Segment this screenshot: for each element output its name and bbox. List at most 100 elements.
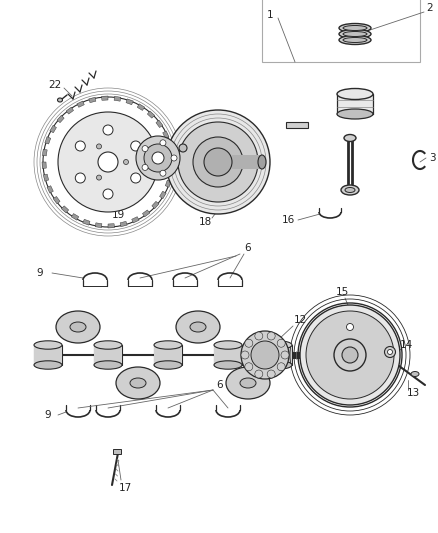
Polygon shape [43,174,49,181]
Polygon shape [61,206,69,213]
Ellipse shape [214,361,242,369]
Ellipse shape [226,367,270,399]
Text: 15: 15 [336,287,349,297]
Circle shape [171,155,177,161]
Circle shape [255,370,263,378]
Ellipse shape [337,109,373,119]
Circle shape [103,125,113,135]
Polygon shape [53,197,60,204]
Bar [337,94,373,114]
Polygon shape [169,168,174,175]
Text: 18: 18 [198,217,212,227]
Ellipse shape [264,361,292,369]
Ellipse shape [343,31,367,36]
Text: 3: 3 [429,153,435,163]
Polygon shape [102,96,108,100]
Text: 19: 19 [111,210,125,220]
Circle shape [103,189,113,199]
Ellipse shape [258,155,266,169]
Circle shape [193,137,243,187]
Ellipse shape [343,26,367,30]
Polygon shape [120,221,127,227]
Ellipse shape [341,185,359,195]
Ellipse shape [34,361,62,369]
Bar [264,345,292,365]
Polygon shape [165,180,171,187]
Circle shape [142,164,148,171]
Polygon shape [57,115,64,123]
Text: 17: 17 [118,483,132,493]
Ellipse shape [339,23,371,33]
Circle shape [136,136,180,180]
Ellipse shape [56,311,100,343]
Text: 16: 16 [281,215,295,225]
Polygon shape [137,104,145,110]
Circle shape [58,112,158,212]
Circle shape [306,311,394,399]
Ellipse shape [345,188,355,192]
Circle shape [241,351,249,359]
Polygon shape [89,97,96,103]
Polygon shape [167,143,173,150]
Circle shape [124,159,128,165]
Ellipse shape [337,88,373,100]
Circle shape [334,339,366,371]
Circle shape [281,351,289,359]
Text: 1: 1 [267,10,273,20]
Ellipse shape [264,341,292,349]
Circle shape [245,363,253,371]
Polygon shape [95,223,102,228]
Circle shape [166,110,270,214]
Polygon shape [159,191,166,199]
Polygon shape [108,224,114,228]
Ellipse shape [34,341,62,349]
Polygon shape [114,96,121,101]
Polygon shape [170,156,174,162]
Ellipse shape [154,361,182,369]
Polygon shape [152,201,159,208]
Ellipse shape [411,372,419,376]
Bar [262,0,420,62]
Polygon shape [50,125,57,133]
Ellipse shape [214,341,242,349]
Text: 9: 9 [45,410,51,420]
Text: 13: 13 [406,388,420,398]
Circle shape [152,152,164,164]
Polygon shape [142,210,150,217]
Circle shape [96,144,102,149]
Text: 22: 22 [48,80,62,90]
Polygon shape [126,99,133,104]
Ellipse shape [190,322,206,332]
Polygon shape [42,149,47,156]
Circle shape [267,332,275,340]
Circle shape [346,324,353,330]
Circle shape [160,170,166,176]
Polygon shape [45,137,51,144]
Circle shape [388,350,392,354]
Ellipse shape [57,98,63,102]
Circle shape [75,173,85,183]
Ellipse shape [94,341,122,349]
Ellipse shape [116,367,160,399]
Polygon shape [77,101,84,107]
Text: 6: 6 [217,380,223,390]
Circle shape [267,370,275,378]
Polygon shape [47,185,53,193]
Bar [214,345,242,365]
Ellipse shape [176,311,220,343]
Ellipse shape [130,378,146,388]
Ellipse shape [344,134,356,141]
Bar [113,449,121,454]
Ellipse shape [339,36,371,44]
Text: 12: 12 [293,315,307,325]
Bar [232,155,262,169]
Polygon shape [162,131,169,138]
Polygon shape [132,217,139,223]
Circle shape [241,331,289,379]
Polygon shape [83,219,90,225]
Text: 6: 6 [245,243,251,253]
Bar [154,345,182,365]
Text: 9: 9 [37,268,43,278]
Polygon shape [71,214,79,220]
Circle shape [277,339,285,347]
